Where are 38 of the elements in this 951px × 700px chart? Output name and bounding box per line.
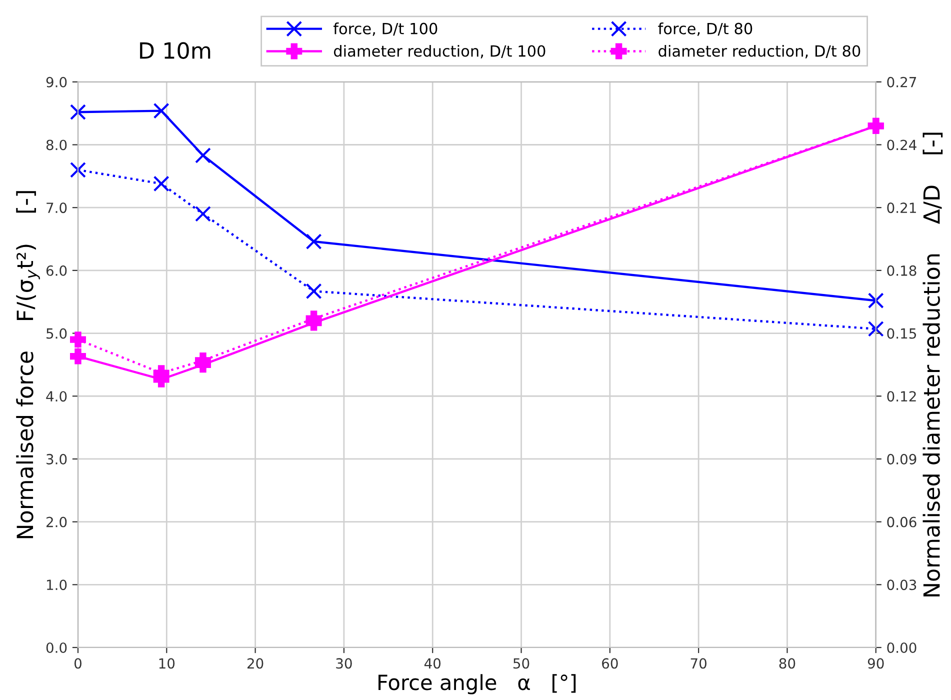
y-tick-label: 3.0 bbox=[46, 454, 67, 464]
y-tick-label: 6.0 bbox=[46, 265, 67, 276]
x-tick-label: 0 bbox=[74, 658, 82, 669]
x-tick-label: 50 bbox=[513, 658, 530, 669]
y2-tick-label: 0.24 bbox=[887, 140, 916, 150]
y2-tick-label: 0.00 bbox=[887, 642, 916, 653]
y-tick-label: 2.0 bbox=[46, 516, 67, 528]
x-axis-title: Force angle α [°] bbox=[378, 674, 576, 694]
x-tick-label: 90 bbox=[868, 658, 884, 669]
y2-tick-label: 0.15 bbox=[887, 328, 916, 339]
y2-tick-label: 0.27 bbox=[887, 76, 916, 88]
legend-label: force, D/t 100 bbox=[333, 22, 438, 36]
y-tick-label: 4.0 bbox=[46, 391, 67, 402]
legend-label: force, D/t 80 bbox=[658, 22, 752, 36]
y-axis-title: Normalised force F/(σ$_{y}$t²) [-] bbox=[16, 191, 40, 538]
y2-tick-label: 0.21 bbox=[887, 202, 916, 214]
y2-tick-label: 0.09 bbox=[887, 454, 916, 464]
y-tick-label: 7.0 bbox=[46, 202, 67, 214]
x-tick-label: 10 bbox=[159, 658, 175, 669]
y2-tick-label: 0.03 bbox=[887, 580, 916, 590]
y2-tick-label: 0.18 bbox=[887, 265, 916, 276]
y-tick-label: 0.0 bbox=[46, 642, 67, 653]
y-tick-label: 8.0 bbox=[46, 140, 67, 150]
x-tick-label: 60 bbox=[602, 658, 618, 669]
x-tick-label: 70 bbox=[690, 658, 706, 669]
chart-title: D 10m bbox=[140, 42, 210, 59]
y-tick-label: 5.0 bbox=[46, 328, 67, 339]
x-tick-label: 20 bbox=[247, 658, 264, 669]
y2-axis-title: Normalised diameter reduction Δ/D [-] bbox=[922, 132, 943, 596]
y2-tick-label: 0.06 bbox=[887, 516, 916, 528]
legend-label: diameter reduction, D/t 100 bbox=[334, 44, 546, 58]
x-tick-label: 40 bbox=[424, 658, 441, 669]
legend-label: diameter reduction, D/t 80 bbox=[658, 44, 860, 58]
y2-tick-label: 0.12 bbox=[887, 391, 916, 402]
y-tick-label: 1.0 bbox=[47, 580, 67, 590]
x-tick-label: 80 bbox=[779, 658, 796, 669]
x-tick-label: 30 bbox=[336, 658, 352, 669]
y-tick-label: 9.0 bbox=[46, 76, 67, 88]
